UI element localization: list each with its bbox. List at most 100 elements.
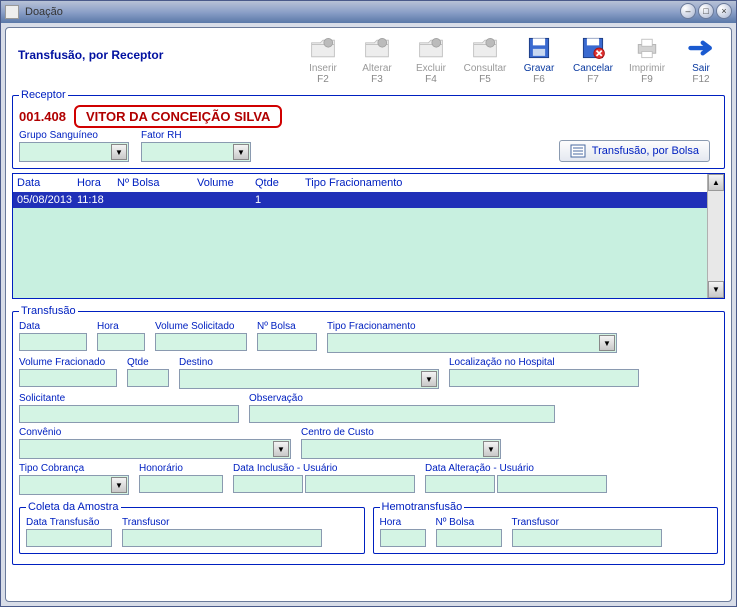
receptor-fields: Grupo Sanguíneo ▼ Fator RH ▼ Transfusão,… [19, 130, 718, 162]
tf-inc-date[interactable] [233, 475, 303, 493]
tf-volsol-input[interactable] [155, 333, 247, 351]
chevron-down-icon: ▼ [233, 144, 249, 160]
tf-nbolsa-label: Nº Bolsa [257, 321, 317, 332]
grid-col-header[interactable]: Hora [77, 177, 117, 189]
consultar-button: Consultar F5 [461, 34, 509, 85]
cancelar-icon [577, 34, 609, 62]
toolbar: Inserir F2 Alterar F3 Excluir F4 Consult… [299, 34, 725, 85]
grid-col-header[interactable]: Nº Bolsa [117, 177, 197, 189]
tf-hora-input[interactable] [97, 333, 145, 351]
grid-col-header[interactable]: Tipo Fracionamento [305, 177, 465, 189]
tf-destino-label: Destino [179, 357, 439, 368]
toolbar-key: F6 [533, 74, 545, 85]
tf-volfrac-input[interactable] [19, 369, 117, 387]
tf-nbolsa-input[interactable] [257, 333, 317, 351]
tf-tipocob-select[interactable]: ▼ [19, 475, 129, 495]
tf-hora-label: Hora [97, 321, 145, 332]
titlebar[interactable]: Doação – □ × [1, 1, 736, 23]
tf-inc-label: Data Inclusão - Usuário [233, 463, 415, 474]
receptor-name: VITOR DA CONCEIÇÃO SILVA [74, 105, 282, 128]
receptor-code: 001.408 [19, 109, 66, 124]
coleta-fieldset: Coleta da Amostra Data Transfusão Transf… [19, 501, 365, 554]
receptor-top: 001.408 VITOR DA CONCEIÇÃO SILVA [19, 105, 718, 128]
app-icon [5, 5, 19, 19]
fator-label: Fator RH [141, 130, 251, 141]
toolbar-label: Imprimir [629, 63, 665, 74]
toolbar-key: F5 [479, 74, 491, 85]
sair-button[interactable]: Sair F12 [677, 34, 725, 85]
tf-qtde-label: Qtde [127, 357, 169, 368]
grid-scrollbar[interactable]: ▲ ▼ [707, 174, 724, 298]
grid-header: DataHoraNº BolsaVolumeQtdeTipo Fracionam… [13, 174, 707, 192]
hemo-hora-label: Hora [380, 517, 426, 528]
toolbar-label: Sair [692, 63, 710, 74]
excluir-button: Excluir F4 [407, 34, 455, 85]
tf-obs-label: Observação [249, 393, 555, 404]
toolbar-label: Consultar [464, 63, 507, 74]
inserir-icon [307, 34, 339, 62]
close-button[interactable]: × [716, 3, 732, 19]
toolbar-key: F12 [692, 74, 709, 85]
hemo-hora-input[interactable] [380, 529, 426, 547]
fator-select[interactable]: ▼ [141, 142, 251, 162]
tf-obs-input[interactable] [249, 405, 555, 423]
tf-solic-input[interactable] [19, 405, 239, 423]
cancelar-button[interactable]: Cancelar F7 [569, 34, 617, 85]
tf-alt-user[interactable] [497, 475, 607, 493]
gravar-button[interactable]: Gravar F6 [515, 34, 563, 85]
tf-conv-label: Convênio [19, 427, 291, 438]
transfusao-bolsa-button[interactable]: Transfusão, por Bolsa [559, 140, 710, 162]
toolbar-label: Inserir [309, 63, 337, 74]
tf-solic-label: Solicitante [19, 393, 239, 404]
tf-qtde-input[interactable] [127, 369, 169, 387]
tf-tipofrac-label: Tipo Fracionamento [327, 321, 617, 332]
alterar-button: Alterar F3 [353, 34, 401, 85]
window-title: Doação [25, 6, 63, 18]
imprimir-icon [631, 34, 663, 62]
toolbar-key: F3 [371, 74, 383, 85]
tf-hon-input[interactable] [139, 475, 223, 493]
transfusao-legend: Transfusão [19, 305, 78, 317]
grid-col-header[interactable]: Qtde [255, 177, 305, 189]
scroll-up-button[interactable]: ▲ [708, 174, 724, 191]
hemo-nbolsa-label: Nº Bolsa [436, 517, 502, 528]
tf-volfrac-label: Volume Fracionado [19, 357, 117, 368]
tf-alt-date[interactable] [425, 475, 495, 493]
coleta-transf-label: Transfusor [122, 517, 322, 528]
grid-body[interactable]: 05/08/201311:181 [13, 192, 707, 298]
grupo-select[interactable]: ▼ [19, 142, 129, 162]
list-icon [570, 144, 586, 158]
toolbar-key: F2 [317, 74, 329, 85]
tf-loc-input[interactable] [449, 369, 639, 387]
chevron-down-icon: ▼ [111, 144, 127, 160]
hemo-transf-input[interactable] [512, 529, 662, 547]
toolbar-key: F9 [641, 74, 653, 85]
tf-tipocob-label: Tipo Cobrança [19, 463, 129, 474]
tf-subrow: Coleta da Amostra Data Transfusão Transf… [19, 501, 718, 558]
tf-loc-label: Localização no Hospital [449, 357, 639, 368]
grid-col-header[interactable]: Data [17, 177, 77, 189]
tf-row2: Volume Fracionado Qtde Destino ▼ Localiza… [19, 357, 718, 389]
table-row[interactable]: 05/08/201311:181 [13, 192, 707, 208]
tf-inc-user[interactable] [305, 475, 415, 493]
tf-tipofrac-select[interactable]: ▼ [327, 333, 617, 353]
scroll-down-button[interactable]: ▼ [708, 281, 724, 298]
app-window: Doação – □ × Transfusão, por Receptor In… [0, 0, 737, 607]
tf-conv-select[interactable]: ▼ [19, 439, 291, 459]
toolbar-label: Excluir [416, 63, 446, 74]
chevron-down-icon: ▼ [599, 335, 615, 351]
tf-data-input[interactable] [19, 333, 87, 351]
maximize-button[interactable]: □ [698, 3, 714, 19]
tf-row1: Data Hora Volume Solicitado Nº Bolsa Tip… [19, 321, 718, 353]
hemo-nbolsa-input[interactable] [436, 529, 502, 547]
tf-alt-label: Data Alteração - Usuário [425, 463, 607, 474]
excluir-icon [415, 34, 447, 62]
tf-centro-select[interactable]: ▼ [301, 439, 501, 459]
minimize-button[interactable]: – [680, 3, 696, 19]
coleta-transf-input[interactable] [122, 529, 322, 547]
tf-destino-select[interactable]: ▼ [179, 369, 439, 389]
receptor-fieldset: Receptor 001.408 VITOR DA CONCEIÇÃO SILV… [12, 89, 725, 169]
coleta-dt-input[interactable] [26, 529, 112, 547]
chevron-down-icon: ▼ [421, 371, 437, 387]
grid-col-header[interactable]: Volume [197, 177, 255, 189]
